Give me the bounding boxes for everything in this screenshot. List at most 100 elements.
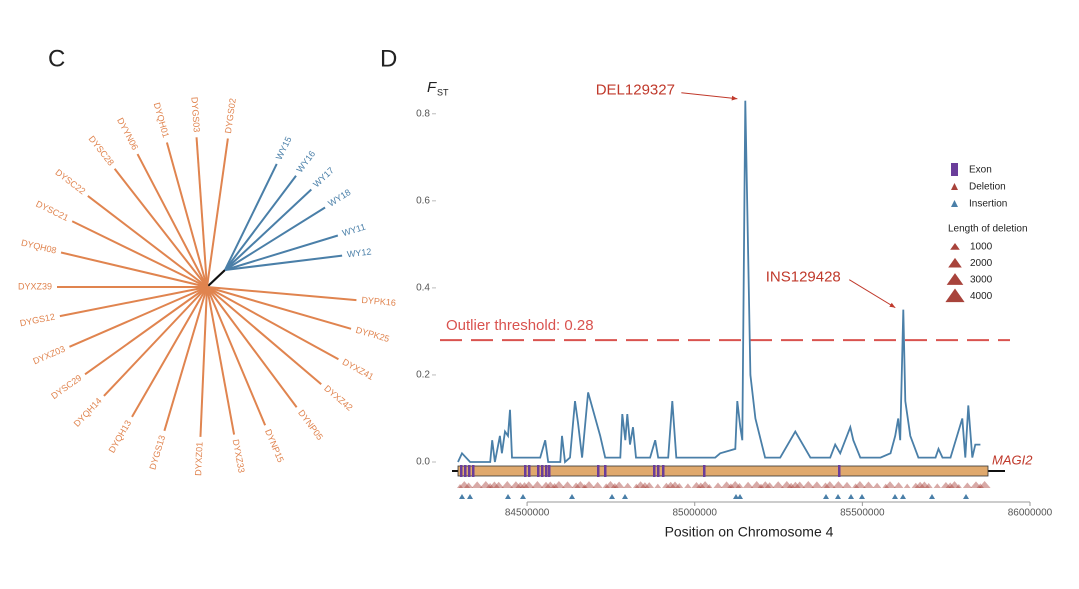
deletion bbox=[486, 483, 495, 488]
deletion bbox=[550, 483, 559, 488]
tree-branch bbox=[71, 220, 208, 288]
deletion bbox=[955, 483, 962, 488]
deletion bbox=[729, 481, 742, 488]
exon bbox=[838, 465, 841, 477]
legend-size bbox=[946, 273, 964, 285]
deletion bbox=[552, 481, 565, 488]
deletion bbox=[841, 481, 853, 488]
tree-branch bbox=[224, 188, 312, 271]
deletion bbox=[872, 482, 882, 488]
leaf-label: DYXZ03 bbox=[31, 344, 66, 367]
deletion bbox=[757, 483, 765, 488]
leaf-label: DYPK16 bbox=[361, 295, 396, 308]
x-axis-label: Position on Chromosome 4 bbox=[665, 524, 834, 540]
deletion bbox=[786, 482, 796, 488]
annotation-arrow bbox=[849, 279, 896, 309]
leaf-label: DYGS12 bbox=[19, 312, 56, 329]
deletion bbox=[832, 481, 845, 488]
exon bbox=[545, 465, 548, 477]
deletion bbox=[772, 481, 784, 488]
legend-swatch bbox=[951, 183, 958, 190]
insertion bbox=[900, 494, 906, 499]
y-tick-label: 0.2 bbox=[416, 370, 430, 381]
leaf-label: WY16 bbox=[295, 149, 318, 175]
deletion bbox=[571, 482, 581, 488]
tree-branch bbox=[206, 286, 267, 426]
insertion bbox=[963, 494, 969, 499]
legend-size-label: 1000 bbox=[970, 242, 993, 253]
deletion bbox=[790, 481, 801, 488]
y-tick-label: 0.4 bbox=[416, 283, 430, 294]
deletion bbox=[851, 483, 860, 488]
legend-swatch bbox=[951, 200, 958, 207]
exon bbox=[653, 465, 656, 477]
tree-branch bbox=[224, 163, 278, 271]
insertion bbox=[733, 494, 739, 499]
deletion bbox=[610, 483, 619, 488]
deletion bbox=[976, 483, 984, 488]
deletion bbox=[948, 481, 961, 488]
tree-branch bbox=[69, 286, 208, 348]
exon bbox=[464, 465, 467, 477]
insertion bbox=[609, 494, 615, 499]
deletion bbox=[581, 483, 588, 488]
tree-branch bbox=[165, 142, 208, 288]
deletion bbox=[510, 481, 522, 488]
exon bbox=[604, 465, 607, 477]
tree-branch bbox=[224, 206, 326, 271]
insertion bbox=[569, 494, 575, 499]
leaf-label: DYNP15 bbox=[263, 428, 286, 464]
leaf-label: WY11 bbox=[341, 222, 367, 239]
leaf-label: WY18 bbox=[326, 187, 352, 208]
tree-branch bbox=[224, 254, 343, 271]
tree-branch bbox=[163, 286, 208, 432]
deletion bbox=[893, 482, 904, 488]
exon bbox=[537, 465, 540, 477]
deletion bbox=[727, 483, 735, 488]
legend-size-label: 3000 bbox=[970, 275, 993, 286]
legend-size-title: Length of deletion bbox=[948, 224, 1028, 235]
exon bbox=[703, 465, 706, 477]
deletion bbox=[523, 481, 535, 488]
tree-branch bbox=[206, 286, 339, 361]
y-tick-label: 0.0 bbox=[416, 457, 430, 468]
legend-size-label: 4000 bbox=[970, 291, 993, 302]
insertion bbox=[892, 494, 898, 499]
deletion bbox=[742, 481, 754, 488]
deletion bbox=[811, 481, 823, 488]
deletion bbox=[940, 481, 951, 488]
leaf-label: DYGS03 bbox=[189, 97, 201, 133]
insertion bbox=[929, 494, 935, 499]
deletion bbox=[640, 482, 650, 488]
insertion bbox=[835, 494, 841, 499]
deletion bbox=[884, 481, 896, 488]
deletion bbox=[853, 481, 866, 488]
y-tick-label: 0.6 bbox=[416, 195, 430, 206]
insertion bbox=[823, 494, 829, 499]
deletion bbox=[531, 481, 544, 488]
exon bbox=[597, 465, 600, 477]
legend-size bbox=[945, 288, 965, 303]
exon bbox=[662, 465, 665, 477]
x-tick-label: 86000000 bbox=[1008, 508, 1053, 519]
deletion bbox=[684, 483, 692, 488]
deletion bbox=[914, 481, 926, 488]
deletion bbox=[735, 483, 744, 488]
leaf-label: DYGS02 bbox=[223, 98, 238, 135]
leaf-label: DYSC21 bbox=[34, 199, 70, 223]
deletion bbox=[519, 482, 530, 488]
threshold-label: Outlier threshold: 0.28 bbox=[446, 317, 594, 334]
deletion bbox=[713, 482, 723, 488]
tree-branch bbox=[131, 286, 208, 418]
exon bbox=[541, 465, 544, 477]
deletion bbox=[471, 481, 483, 488]
leaf-label: DYPK25 bbox=[355, 325, 391, 344]
y-tick-label: 0.8 bbox=[416, 108, 430, 119]
leaf-label: DYNP05 bbox=[296, 408, 325, 442]
deletion bbox=[654, 483, 662, 488]
insertion bbox=[737, 494, 743, 499]
tree-branch bbox=[206, 286, 352, 330]
y-axis-label: F bbox=[427, 79, 437, 96]
leaf-label: DYQH13 bbox=[107, 418, 134, 454]
